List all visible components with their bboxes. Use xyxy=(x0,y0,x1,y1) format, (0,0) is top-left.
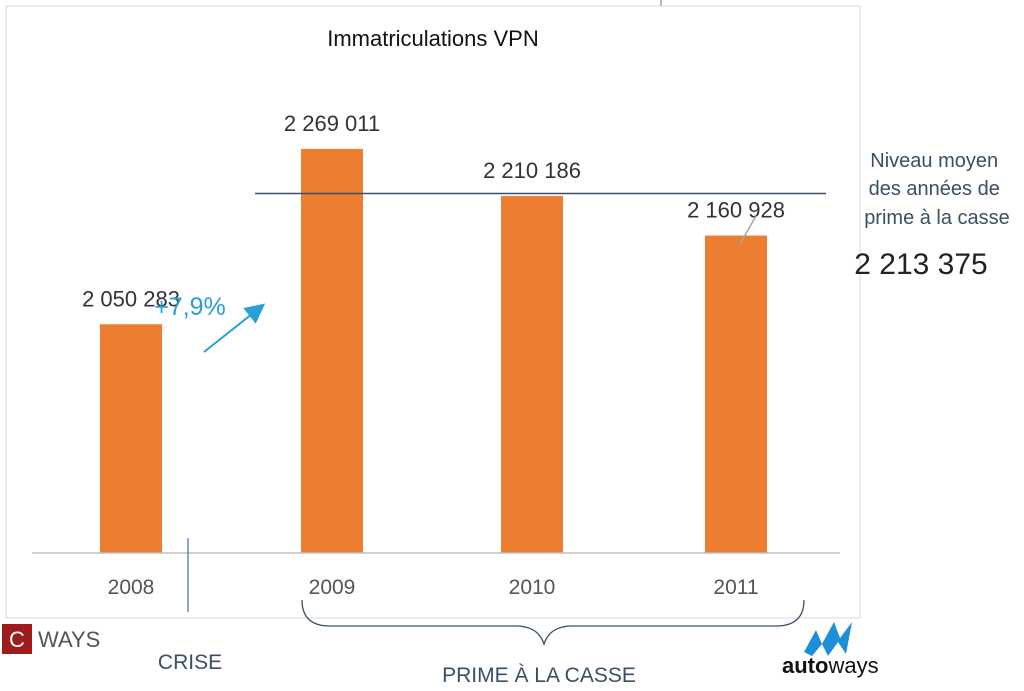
x-tick-label-2010: 2010 xyxy=(509,576,556,599)
value-label-2008: 2 050 283 xyxy=(82,286,180,311)
average-caption: Niveau moyen des années de prime à la ca… xyxy=(864,150,1010,229)
caption-leader-line xyxy=(739,215,757,245)
average-caption-line-3: prime à la casse xyxy=(864,207,1010,229)
average-caption-line-1: Niveau moyen xyxy=(870,150,998,172)
chart-title: Immatriculations VPN xyxy=(327,26,539,51)
bars-group xyxy=(100,148,767,554)
value-label-2009: 2 269 011 xyxy=(284,111,380,136)
bar-2011 xyxy=(705,235,767,554)
value-label-2011: 2 160 928 xyxy=(687,198,785,223)
autoways-logo-ways: ways xyxy=(827,653,878,678)
growth-percent-label: +7,9% xyxy=(154,293,226,321)
x-tick-label-2008: 2008 xyxy=(108,576,155,599)
value-labels-group: 2 050 283 2 269 011 2 210 186 2 160 928 xyxy=(82,111,785,311)
bar-2009 xyxy=(301,148,363,553)
bar-2008 xyxy=(100,324,162,553)
prime-period-brace xyxy=(301,599,805,647)
autoways-logo-auto: auto xyxy=(782,653,828,678)
autoways-logo-mark xyxy=(804,622,852,656)
growth-arrow xyxy=(203,303,266,353)
average-value-label: 2 213 375 xyxy=(854,248,987,281)
value-label-2010: 2 210 186 xyxy=(483,158,581,183)
autoways-logo: autoways xyxy=(782,622,879,678)
phase-label-crise: CRISE xyxy=(158,651,222,674)
cways-logo-box xyxy=(2,624,32,654)
bar-2010 xyxy=(501,196,563,553)
x-tick-label-2011: 2011 xyxy=(713,576,758,599)
cways-logo-initial: C xyxy=(9,627,25,652)
average-caption-line-2: des années de xyxy=(869,178,1000,200)
x-tick-label-2009: 2009 xyxy=(309,576,356,599)
phase-label-prime: PRIME À LA CASSE xyxy=(442,664,636,687)
tick-labels-group: 2008 2009 2010 2011 xyxy=(108,576,759,599)
autoways-logo-wordmark: autoways xyxy=(782,653,879,678)
cways-logo: C WAYS xyxy=(2,624,100,654)
cways-logo-name: WAYS xyxy=(38,627,100,652)
